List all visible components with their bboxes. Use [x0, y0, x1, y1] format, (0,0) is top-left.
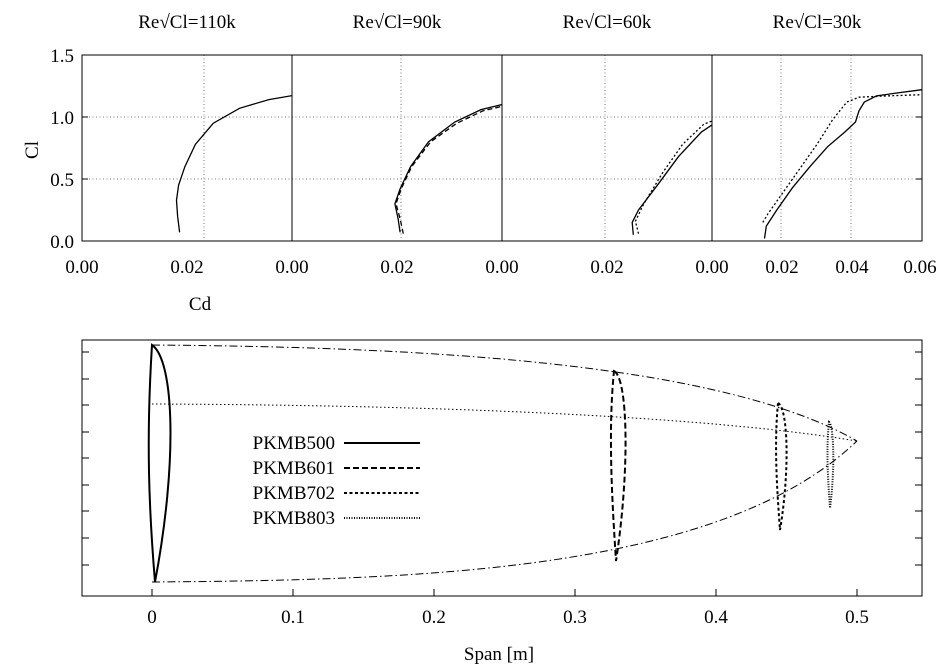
- panel-title: Re√Cl=30k: [773, 12, 862, 33]
- panel-frames: [81, 54, 923, 242]
- legend-label: PKMB702: [253, 483, 335, 504]
- y-tick-label: 1.5: [50, 46, 74, 67]
- legend-label: PKMB500: [253, 433, 335, 454]
- x-tick-label: 0.02: [170, 257, 203, 278]
- x-tick-label: 0.00: [65, 257, 98, 278]
- trailing-edge: [151, 440, 858, 583]
- planform-plot: 0 0.1 0.2 0.3 0.4 0.5 Span [m] PKMB500 P…: [81, 339, 923, 665]
- airfoil-section-pkmb803: [826, 420, 835, 509]
- airfoil-section-pkmb500: [147, 343, 172, 583]
- polar-curve-panel4-series2: [762, 94, 922, 223]
- y-tick-label: 0.5: [50, 170, 74, 191]
- panel-title: Re√Cl=110k: [138, 12, 236, 33]
- polar-curve-panel2-series1: [394, 103, 502, 233]
- polar-curve-panel2-series2: [395, 105, 502, 234]
- leading-edge: [151, 344, 858, 442]
- y-tick-label: 0.0: [50, 232, 74, 253]
- airfoil-section-pkmb601: [609, 369, 627, 562]
- x-tick-label: 0.3: [563, 607, 587, 628]
- x-tick-label: 0.5: [845, 607, 869, 628]
- x-tick-label: 0.2: [422, 607, 446, 628]
- planform-x-ticks: [151, 589, 858, 596]
- panel-frame: [711, 54, 923, 242]
- polar-curve-panel3-series1: [631, 124, 712, 235]
- tick-marks: [82, 54, 922, 180]
- legend-label: PKMB601: [253, 458, 335, 479]
- x-tick-label: 0.02: [380, 257, 413, 278]
- x-tick-label: 0.4: [704, 607, 728, 628]
- polar-curve-panel3-series2: [634, 120, 712, 234]
- x-tick-label: 0.00: [275, 257, 308, 278]
- y-tick-label: 1.0: [50, 108, 74, 129]
- x-axis-label: Span [m]: [464, 644, 534, 665]
- panel-frame: [81, 54, 293, 242]
- x-tick-label: 0.06: [903, 257, 936, 278]
- x-tick-label: 0.00: [695, 257, 728, 278]
- planform-frame: [81, 339, 923, 597]
- panel-title: Re√Cl=90k: [353, 12, 442, 33]
- y-axis-label: Cl: [22, 141, 43, 159]
- x-tick-label: 0.00: [485, 257, 518, 278]
- polar-curve-panel1-series1: [175, 94, 292, 233]
- x-tick-label: 0.04: [835, 257, 869, 278]
- legend: PKMB500 PKMB601 PKMB702 PKMB803: [253, 433, 420, 529]
- x-axis-label: Cd: [189, 294, 212, 315]
- polar-panels: Re√Cl=110k Re√Cl=90k Re√Cl=60k Re√Cl=30k…: [22, 12, 937, 315]
- x-tick-label: 0.02: [765, 257, 798, 278]
- legend-label: PKMB803: [253, 508, 335, 529]
- polar-curves: [175, 89, 922, 239]
- panel-frame: [501, 54, 713, 242]
- panel-title: Re√Cl=60k: [563, 12, 652, 33]
- x-tick-label: 0: [147, 607, 157, 628]
- airfoil-section-pkmb702: [775, 401, 788, 531]
- x-tick-label: 0.1: [281, 607, 305, 628]
- planform-outline: [151, 344, 858, 583]
- x-tick-label: 0.02: [590, 257, 623, 278]
- planform-side-ticks: [82, 351, 922, 566]
- polar-curve-panel4-series1: [763, 89, 922, 239]
